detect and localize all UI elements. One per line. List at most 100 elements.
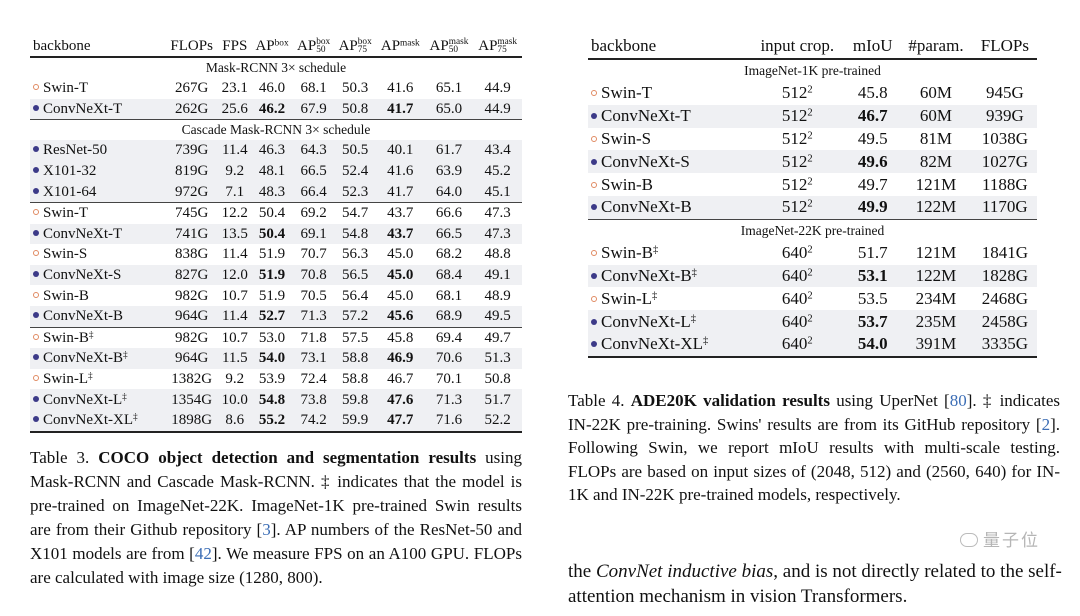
citation-link[interactable]: 2 bbox=[1041, 414, 1051, 434]
citation-link[interactable]: 3 bbox=[262, 520, 271, 539]
value-cell: 64.3 bbox=[292, 140, 335, 161]
value-cell: 68.1 bbox=[300, 80, 327, 97]
value-cell: 45.1 bbox=[473, 181, 522, 203]
column-header: FPS bbox=[218, 30, 251, 57]
watermark-logo: 量子位 bbox=[983, 531, 1040, 551]
value-cell: 53.7 bbox=[846, 310, 900, 333]
value-cell: 51.9 bbox=[251, 264, 293, 286]
value-cell: 50.4 bbox=[251, 223, 293, 245]
backbone-cell: ConvNeXt-S bbox=[30, 264, 166, 286]
value-cell: 46.2 bbox=[251, 98, 293, 120]
table-row: Swin-S 838G 11.4 51.9 70.7 56.3 45.0 68.2 48.8 bbox=[30, 244, 522, 265]
value-cell: 972G bbox=[165, 181, 219, 203]
value-cell: 235M bbox=[899, 310, 973, 333]
value-cell: 45.6 bbox=[375, 305, 425, 328]
value-cell: 45.2 bbox=[473, 160, 522, 182]
value-cell: 739G bbox=[165, 140, 219, 161]
value-cell: 53.5 bbox=[857, 288, 888, 308]
table-row: ConvNeXt-B 5122 49.9 122M 1170G bbox=[588, 195, 1037, 220]
value-cell: 69.2 bbox=[300, 205, 327, 222]
convnext-marker-icon bbox=[591, 341, 597, 348]
caption-text: ]. AP numbers of the ResNet-50 and X101 … bbox=[30, 520, 522, 563]
backbone-name: Swin-T bbox=[43, 205, 88, 222]
value-cell: 59.9 bbox=[334, 409, 376, 432]
value-cell: 67.9 bbox=[292, 98, 335, 120]
backbone-name: Swin-L bbox=[601, 288, 652, 308]
header-label: mIoU bbox=[852, 36, 893, 55]
value-cell: 48.9 bbox=[484, 287, 511, 304]
convnext-marker-icon bbox=[33, 167, 39, 174]
value-cell: 7.1 bbox=[218, 181, 252, 203]
backbone-name: ConvNeXt-T bbox=[43, 100, 123, 117]
value-cell: 52.2 bbox=[473, 409, 522, 432]
value-cell: 10.0 bbox=[218, 389, 252, 410]
value-cell: 41.7 bbox=[375, 181, 425, 203]
value-cell: 10.7 bbox=[221, 287, 248, 304]
swin-marker-icon bbox=[33, 209, 39, 216]
value-cell: 72.4 bbox=[300, 371, 327, 388]
backbone-cell: ConvNeXt-B‡ bbox=[30, 348, 166, 369]
input-crop-cell: 6402 bbox=[748, 242, 846, 265]
crop-size: 512 bbox=[781, 83, 808, 103]
value-cell: 23.1 bbox=[221, 80, 248, 97]
column-header: APmask bbox=[376, 30, 425, 57]
value-cell: 58.8 bbox=[334, 348, 376, 369]
backbone-name: Swin-B bbox=[601, 243, 653, 263]
value-cell: 1170G bbox=[972, 195, 1037, 220]
citation-link[interactable]: 42 bbox=[194, 544, 212, 563]
value-cell: 70.1 bbox=[435, 371, 463, 388]
table4-caption: Table 4. ADE20K validation results using… bbox=[568, 389, 1060, 507]
swin-marker-icon bbox=[591, 135, 597, 142]
value-cell: 54.0 bbox=[251, 348, 293, 369]
value-cell: 43.7 bbox=[375, 223, 425, 245]
convnext-marker-icon bbox=[33, 312, 39, 319]
backbone-cell: Swin-B‡ bbox=[588, 242, 748, 265]
value-cell: 50.3 bbox=[342, 80, 369, 97]
backbone-name: ConvNeXt-B bbox=[43, 350, 123, 367]
column-header: FLOPs bbox=[973, 30, 1037, 59]
value-cell: 741G bbox=[165, 223, 219, 245]
value-cell: 51.7 bbox=[473, 389, 522, 410]
crop-exponent: 2 bbox=[807, 244, 813, 256]
backbone-cell: Swin-L‡ bbox=[30, 369, 165, 390]
wechat-icon bbox=[960, 533, 978, 547]
header-label: AP bbox=[478, 38, 498, 54]
value-cell: 50.5 bbox=[334, 140, 376, 161]
value-cell: 52.4 bbox=[334, 160, 376, 182]
value-cell: 11.4 bbox=[218, 305, 252, 328]
value-cell: 45.0 bbox=[375, 264, 425, 286]
header-sup: box bbox=[357, 37, 372, 48]
swin-marker-icon bbox=[591, 90, 597, 97]
value-cell: 52.7 bbox=[251, 305, 293, 328]
crop-exponent: 2 bbox=[807, 153, 813, 165]
column-header: backbone bbox=[30, 30, 165, 57]
convnext-marker-icon bbox=[33, 354, 39, 361]
backbone-name: ConvNeXt-B bbox=[43, 308, 123, 325]
value-cell: 9.2 bbox=[225, 371, 245, 388]
citation-link[interactable]: 80 bbox=[949, 391, 967, 410]
value-cell: 53.1 bbox=[846, 264, 900, 288]
table-row: ResNet-50 739G 11.4 46.3 64.3 50.5 40.1 61.7 43.… bbox=[30, 140, 522, 161]
value-cell: 11.4 bbox=[218, 140, 252, 161]
backbone-cell: Swin-L‡ bbox=[588, 287, 748, 310]
value-cell: 54.0 bbox=[846, 332, 900, 357]
value-cell: 48.1 bbox=[251, 160, 293, 182]
table-row: ConvNeXt-L‡ 6402 53.7 235M 2458G bbox=[588, 310, 1037, 333]
backbone-cell: ConvNeXt-T bbox=[588, 104, 749, 128]
header-label: AP bbox=[380, 38, 401, 54]
backbone-cell: ConvNeXt-XL‡ bbox=[30, 409, 166, 432]
value-cell: 71.3 bbox=[292, 305, 335, 328]
value-cell: 65.1 bbox=[435, 80, 463, 97]
header-sub: 50 bbox=[316, 44, 326, 55]
value-cell: 44.9 bbox=[473, 98, 522, 120]
backbone-name: ConvNeXt-S bbox=[601, 151, 690, 171]
convnext-marker-icon bbox=[33, 395, 39, 402]
value-cell: 60M bbox=[899, 104, 973, 128]
value-cell: 827G bbox=[165, 264, 219, 286]
header-sup: box bbox=[274, 38, 289, 49]
backbone-name: ConvNeXt-B bbox=[601, 197, 692, 217]
convnext-marker-icon bbox=[33, 187, 39, 194]
value-cell: 1038G bbox=[981, 128, 1029, 148]
crop-size: 512 bbox=[781, 174, 808, 194]
value-cell: 10.7 bbox=[221, 329, 248, 346]
